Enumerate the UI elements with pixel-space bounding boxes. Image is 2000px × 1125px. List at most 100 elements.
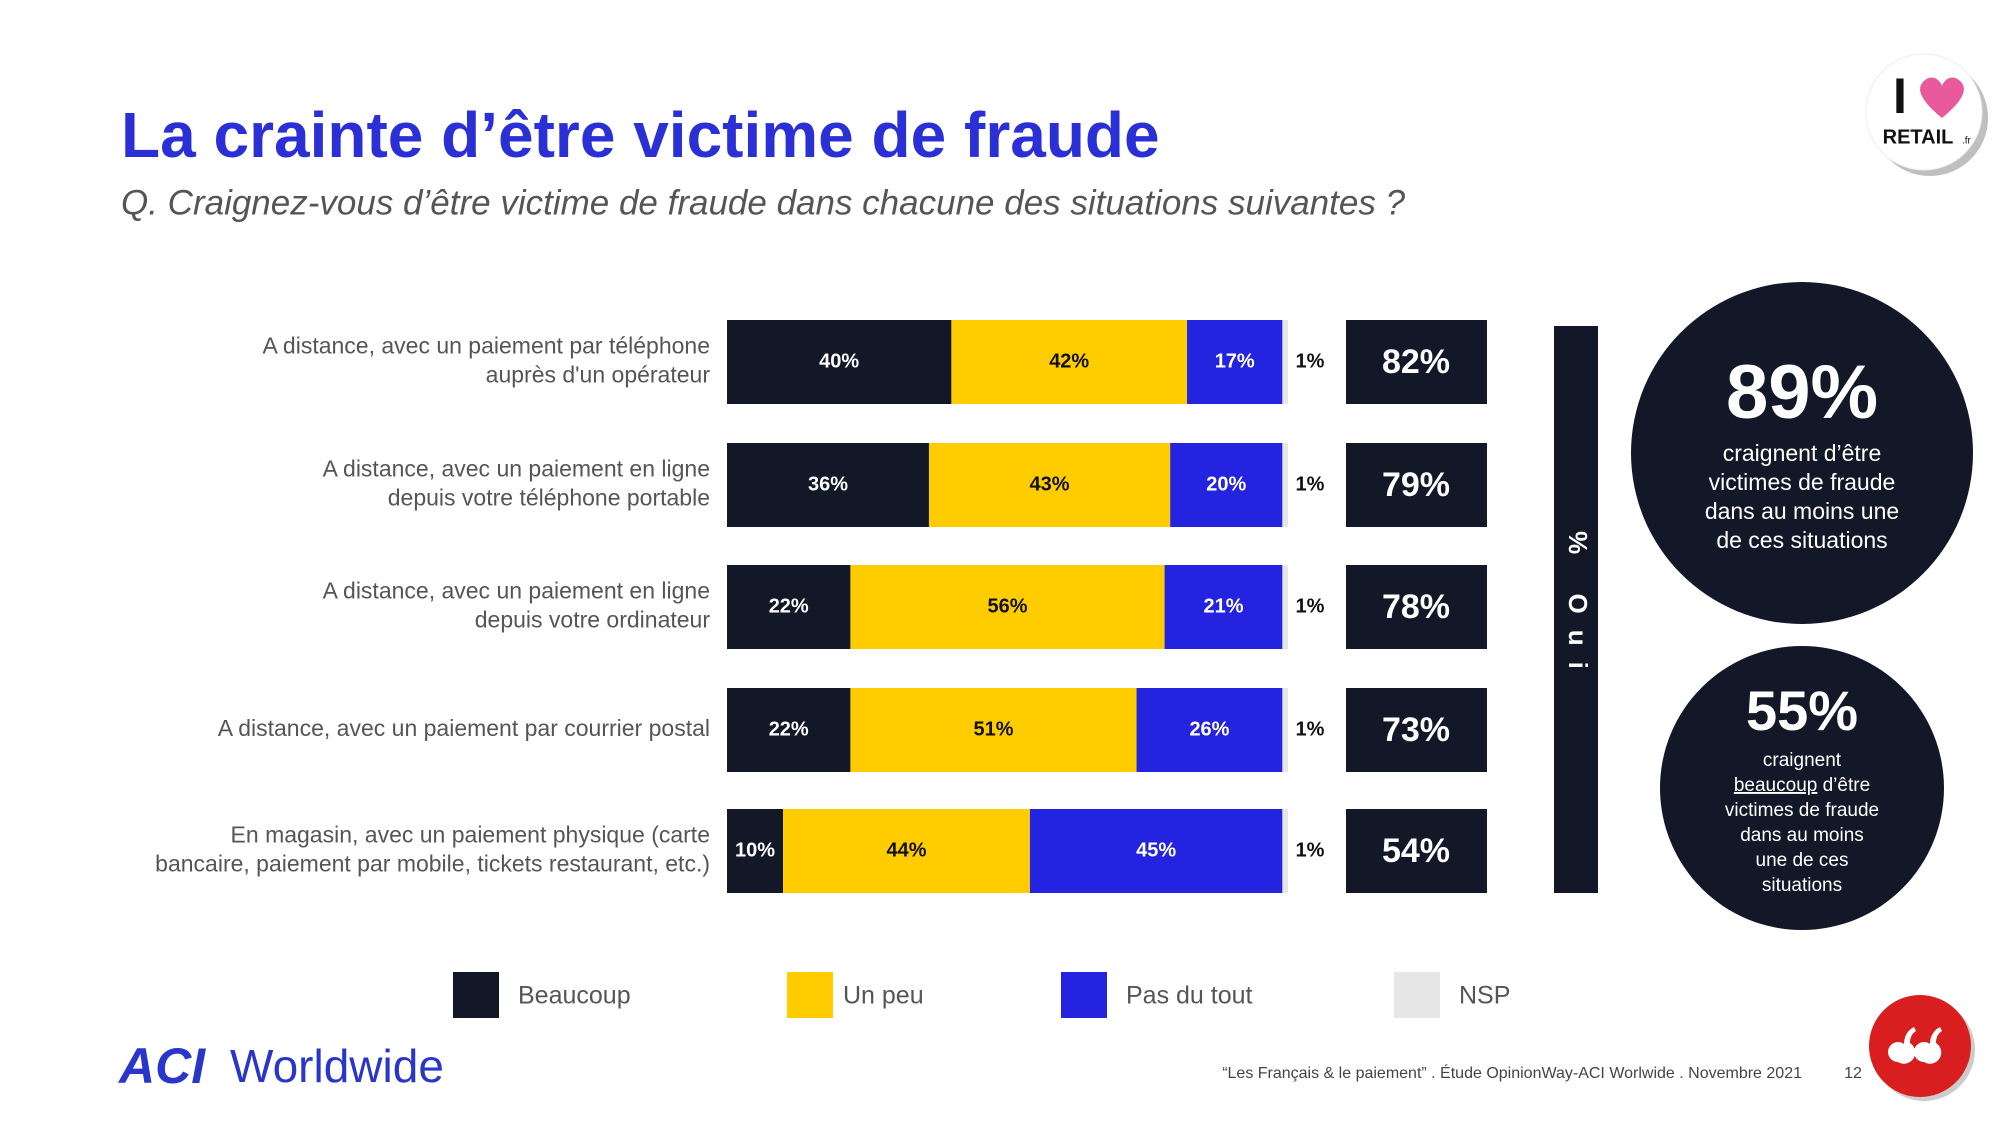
total-box xyxy=(1346,320,1487,404)
legend-swatch xyxy=(787,972,833,1018)
total-label: 54% xyxy=(1382,832,1450,870)
quote-marks xyxy=(1888,1027,1942,1064)
total-box xyxy=(1346,443,1487,527)
callout-text: victimes de fraude xyxy=(1725,800,1879,821)
value-label: 1% xyxy=(1296,350,1325,372)
category-line: A distance, avec un paiement par télépho… xyxy=(262,333,710,359)
category-line: auprès d'un opérateur xyxy=(486,362,711,388)
value-label: 26% xyxy=(1189,718,1229,740)
category-line: depuis votre ordinateur xyxy=(475,607,711,633)
brand-aci: ACI xyxy=(117,1038,206,1094)
total-label: 82% xyxy=(1382,343,1450,381)
bar-segment xyxy=(727,443,929,527)
legend-swatch xyxy=(453,972,499,1018)
bar-segment xyxy=(1164,565,1283,649)
category-label: A distance, avec un paiement par courrie… xyxy=(218,715,710,741)
bar-segment xyxy=(951,320,1188,404)
total-box xyxy=(1346,688,1487,772)
value-label: 51% xyxy=(973,718,1013,740)
bar-segment xyxy=(1136,688,1283,772)
value-label: 20% xyxy=(1206,473,1246,495)
bar-segment xyxy=(1029,809,1283,893)
category-label: En magasin, avec un paiement physique (c… xyxy=(155,822,710,877)
value-label: 56% xyxy=(987,595,1027,617)
brand-worldwide: Worldwide xyxy=(230,1040,444,1092)
category-line: depuis votre téléphone portable xyxy=(388,485,710,511)
logo-heart xyxy=(1920,77,1964,118)
oui-bar xyxy=(1554,326,1598,893)
bar-segment xyxy=(1187,320,1283,404)
bar-segment xyxy=(1282,443,1288,527)
legend-label: Un peu xyxy=(843,982,924,1010)
value-label: 36% xyxy=(808,473,848,495)
legend-swatch xyxy=(1061,972,1107,1018)
category-line: A distance, avec un paiement par courrie… xyxy=(218,715,710,741)
value-label: 40% xyxy=(819,350,859,372)
value-label: 1% xyxy=(1296,839,1325,861)
total-label: 79% xyxy=(1382,466,1450,504)
bar-segment xyxy=(850,688,1137,772)
value-label: 45% xyxy=(1136,839,1176,861)
bar-segment xyxy=(1282,320,1288,404)
callout-text: victimes de fraude xyxy=(1709,469,1896,495)
value-label: 17% xyxy=(1215,350,1255,372)
value-label: 10% xyxy=(735,839,775,861)
bar-segment xyxy=(1282,809,1288,893)
bar-segment xyxy=(727,565,851,649)
logo-retail: RETAIL xyxy=(1883,126,1954,148)
bar-segment xyxy=(727,809,784,893)
callout-value: 89% xyxy=(1726,350,1878,435)
bar-segment xyxy=(727,688,851,772)
callout-text: beaucoup d’être xyxy=(1734,775,1870,796)
bar-segment xyxy=(783,809,1030,893)
subtitle: Q. Craignez-vous d’être victime de fraud… xyxy=(121,183,1406,222)
callout-circle xyxy=(1631,282,1973,624)
bar-segment xyxy=(1282,565,1288,649)
bar-segment xyxy=(850,565,1165,649)
category-line: bancaire, paiement par mobile, tickets r… xyxy=(155,851,710,877)
callout-text: de ces situations xyxy=(1716,527,1887,553)
total-box xyxy=(1346,565,1487,649)
legend-label: Pas du tout xyxy=(1126,982,1253,1010)
callout-text-part: d’être xyxy=(1817,775,1870,796)
value-label: 21% xyxy=(1203,595,1243,617)
oui-label: % Oui xyxy=(1563,531,1593,685)
callout-text: une de ces xyxy=(1756,850,1849,871)
legend-label: Beaucoup xyxy=(518,982,631,1010)
category-label: A distance, avec un paiement en ligne dep… xyxy=(323,578,711,633)
callout-text: dans au moins une xyxy=(1705,498,1899,524)
bar-segment xyxy=(727,320,952,404)
value-label: 42% xyxy=(1049,350,1089,372)
callout-text: craignent d’être xyxy=(1723,440,1882,466)
callout-text: dans au moins xyxy=(1740,825,1864,846)
value-label: 43% xyxy=(1030,473,1070,495)
category-line: En magasin, avec un paiement physique (c… xyxy=(231,822,710,848)
value-label: 22% xyxy=(769,718,809,740)
title: La crainte d’être victime de fraude xyxy=(121,99,1160,171)
logo-fr: .fr xyxy=(1962,136,1972,147)
logo-circle xyxy=(1865,53,1983,171)
category-line: A distance, avec un paiement en ligne xyxy=(323,578,710,604)
category-label: A distance, avec un paiement en ligne dep… xyxy=(323,456,710,511)
legend-swatch xyxy=(1394,972,1440,1018)
category-line: A distance, avec un paiement en ligne xyxy=(323,456,710,482)
callout-text: situations xyxy=(1762,875,1842,896)
total-label: 73% xyxy=(1382,711,1450,749)
bar-segment xyxy=(1282,688,1288,772)
total-box xyxy=(1346,809,1487,893)
callout-value: 55% xyxy=(1746,679,1858,742)
callout-circle xyxy=(1660,646,1944,930)
legend-label: NSP xyxy=(1459,982,1510,1010)
logo-i: I xyxy=(1893,68,1907,124)
value-label: 44% xyxy=(887,839,927,861)
bar-segment xyxy=(1170,443,1283,527)
value-label: 1% xyxy=(1296,595,1325,617)
value-label: 1% xyxy=(1296,473,1325,495)
footer-source: “Les Français & le paiement” . Étude Opi… xyxy=(1222,1063,1802,1082)
page-number: 12 xyxy=(1844,1065,1862,1082)
callout-emphasis: beaucoup xyxy=(1734,775,1817,796)
callout-text: craignent xyxy=(1763,750,1842,771)
total-label: 78% xyxy=(1382,588,1450,626)
value-label: 22% xyxy=(769,595,809,617)
